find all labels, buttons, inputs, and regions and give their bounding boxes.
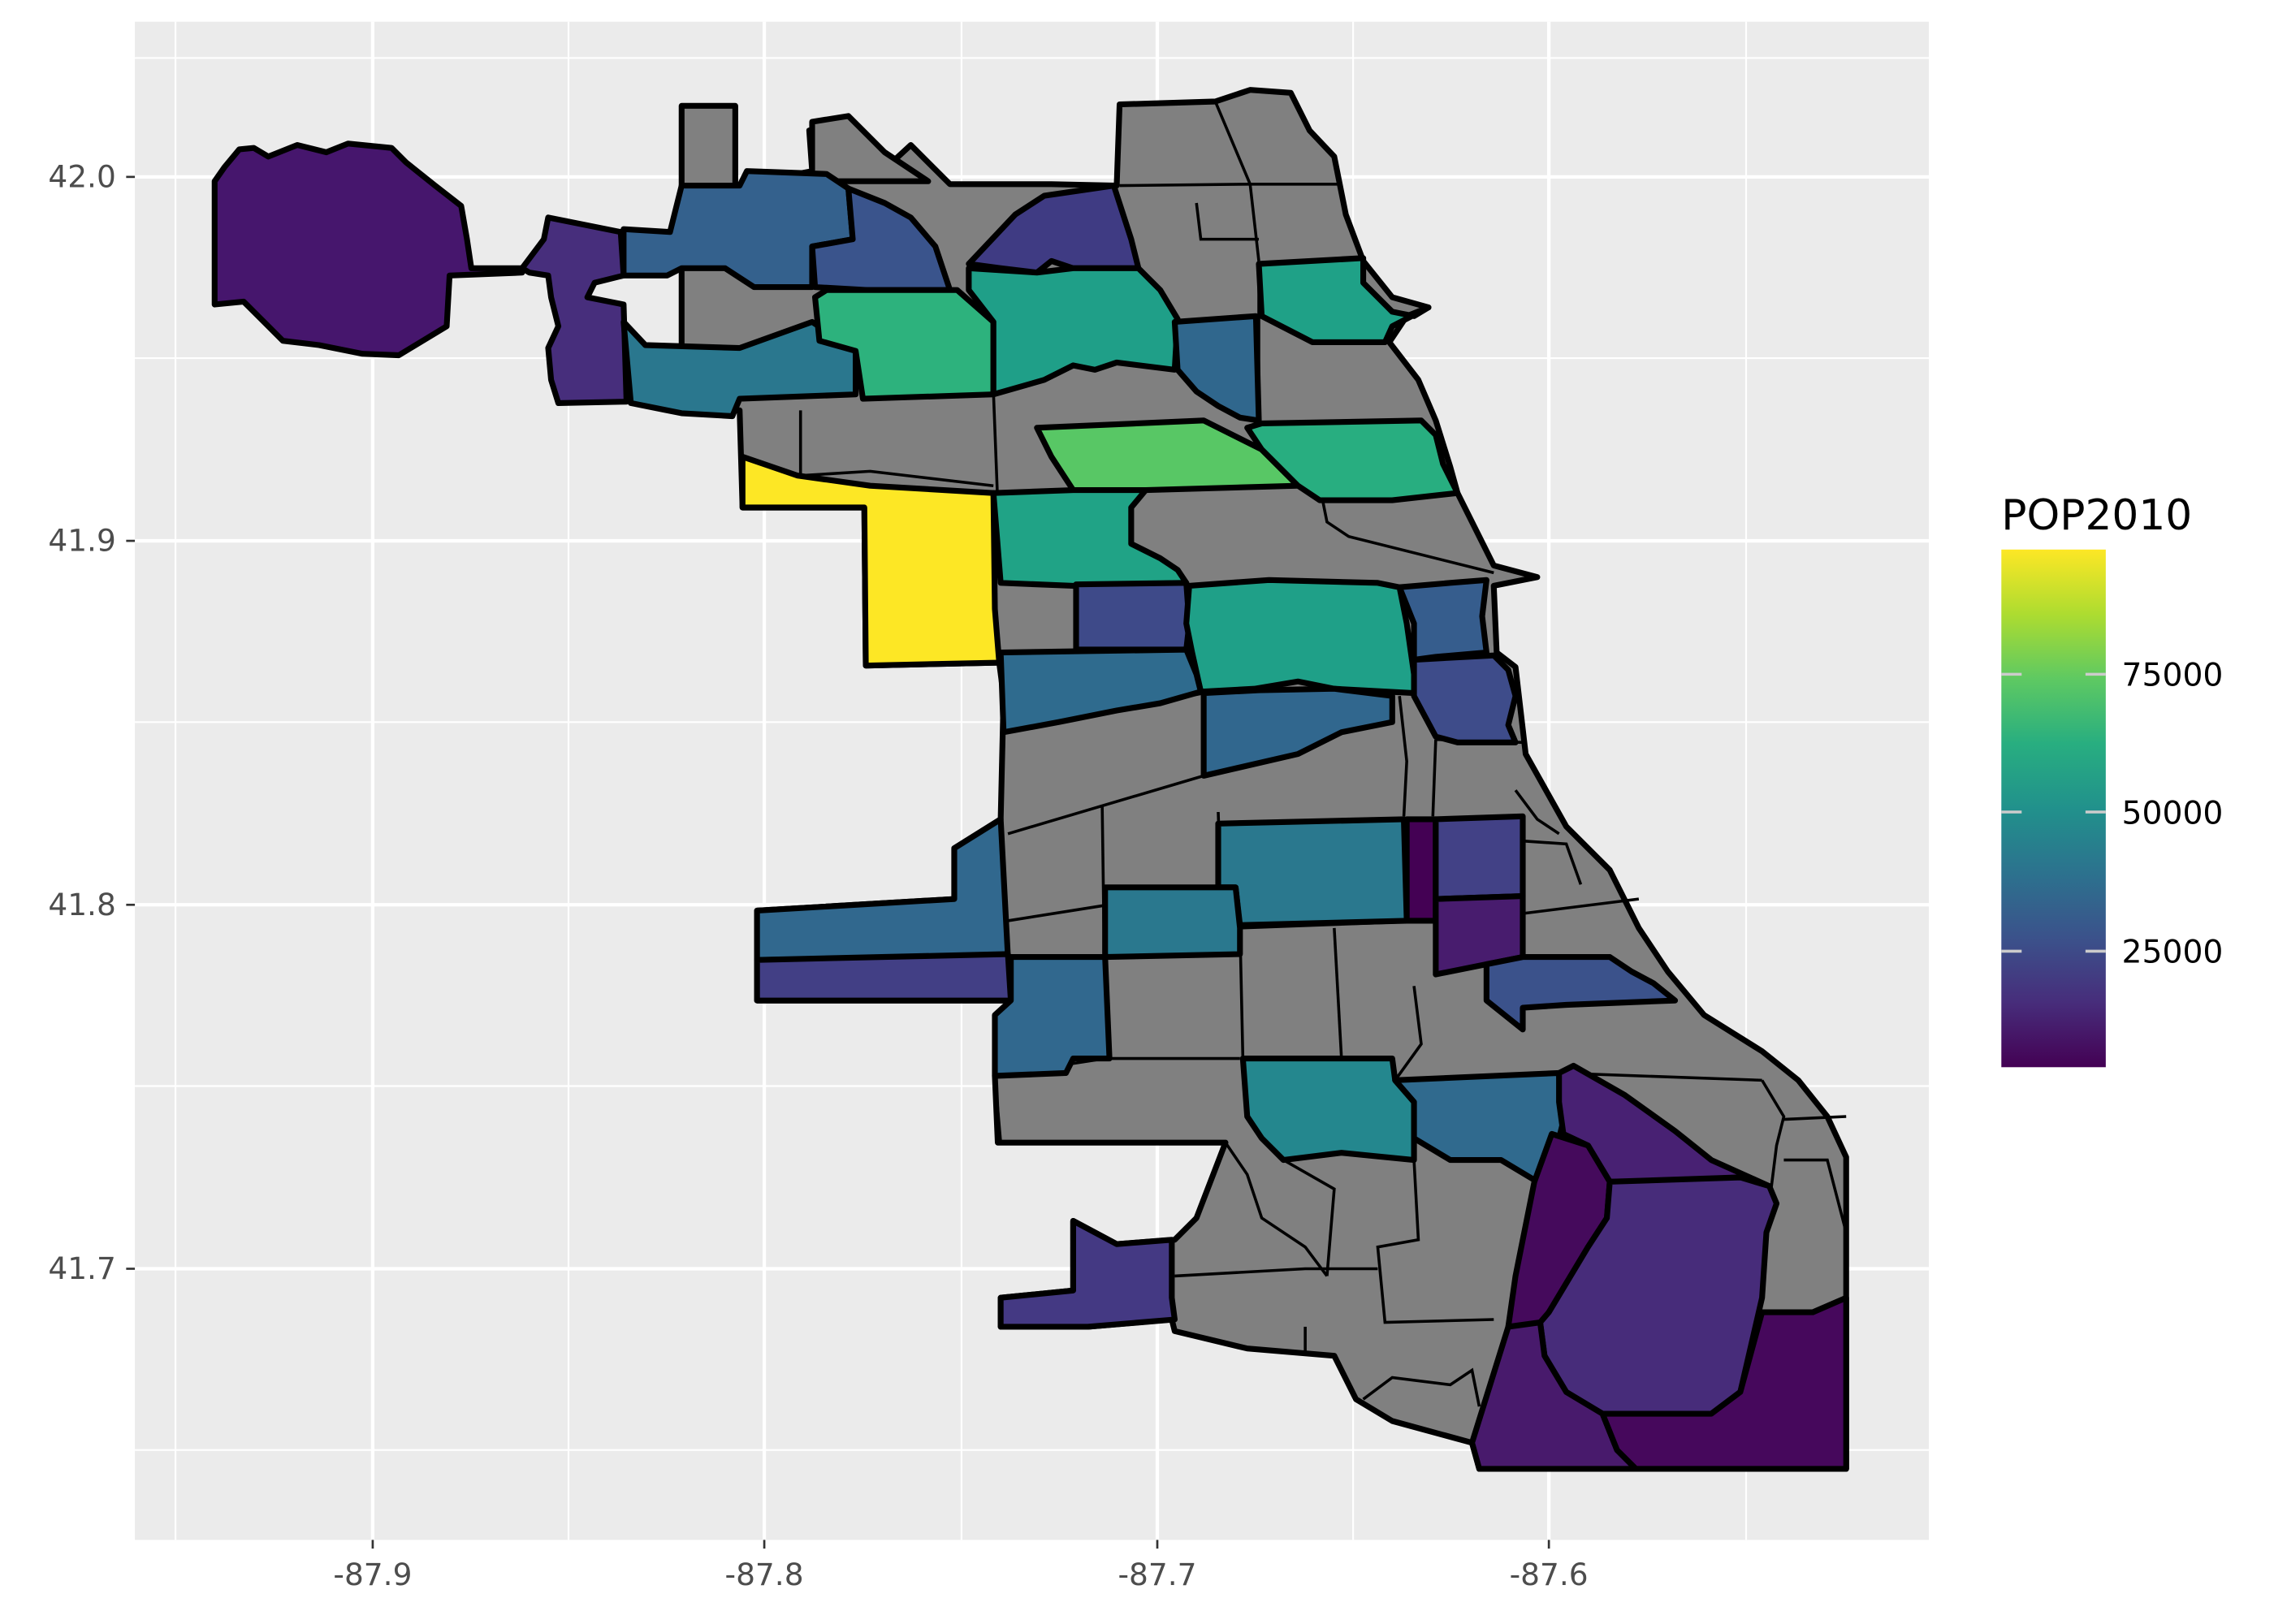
region-chicago-lawn xyxy=(1239,1056,1417,1164)
region-brighton-park xyxy=(1102,884,1243,961)
legend-label: 50000 xyxy=(2122,795,2224,831)
region-irving-park xyxy=(966,265,1181,398)
region-near-north-side xyxy=(1396,577,1489,663)
x-tick-label: -87.7 xyxy=(1118,1557,1196,1592)
region-edison-park xyxy=(519,214,629,406)
region-lower-west-side xyxy=(1200,685,1395,779)
region-mount-greenwood xyxy=(997,1218,1178,1330)
region-ohare xyxy=(211,140,525,359)
data-regions xyxy=(211,140,1849,1472)
region-north-lawndale xyxy=(997,646,1204,736)
x-tick-label: -87.9 xyxy=(333,1557,412,1592)
axis-ticks xyxy=(126,175,1550,1549)
x-axis-labels: -87.9 -87.8 -87.7 -87.6 xyxy=(333,1557,1588,1592)
region-dunning xyxy=(620,318,859,420)
region-humboldt-park xyxy=(990,487,1190,589)
region-west-lawn xyxy=(992,954,1113,1079)
y-tick-label: 41.7 xyxy=(48,1250,116,1286)
region-lincoln-park xyxy=(1244,417,1461,503)
x-tick-label: -87.8 xyxy=(725,1557,804,1592)
legend-label: 25000 xyxy=(2122,935,2224,971)
y-tick-label: 41.9 xyxy=(48,523,116,559)
legend-ticks xyxy=(2001,672,2106,953)
region-west-town xyxy=(1183,577,1417,697)
region-hegewisch xyxy=(1599,1294,1849,1472)
y-axis-labels: 41.7 41.8 41.9 42.0 xyxy=(48,158,116,1286)
legend-colorbar xyxy=(2001,549,2106,1068)
region-bridgeport xyxy=(1215,816,1410,928)
region-austin xyxy=(739,453,1002,669)
region-east-garfield-park xyxy=(1073,580,1192,653)
legend: POP2010 75000 50000 25000 xyxy=(2001,491,2223,1068)
region-loop xyxy=(1411,652,1519,745)
legend-title: POP2010 xyxy=(2001,491,2192,540)
region-north-center xyxy=(1171,313,1262,424)
y-tick-label: 42.0 xyxy=(48,158,116,194)
region-douglas xyxy=(1433,813,1526,902)
y-tick-label: 41.8 xyxy=(48,887,116,922)
region-rogers-park xyxy=(1256,255,1432,345)
region-armour-square xyxy=(1403,816,1439,924)
legend-label: 75000 xyxy=(2122,658,2224,694)
region-clearing xyxy=(754,951,1014,1004)
region-woodlawn xyxy=(1483,954,1679,1033)
x-tick-label: -87.6 xyxy=(1510,1557,1589,1592)
